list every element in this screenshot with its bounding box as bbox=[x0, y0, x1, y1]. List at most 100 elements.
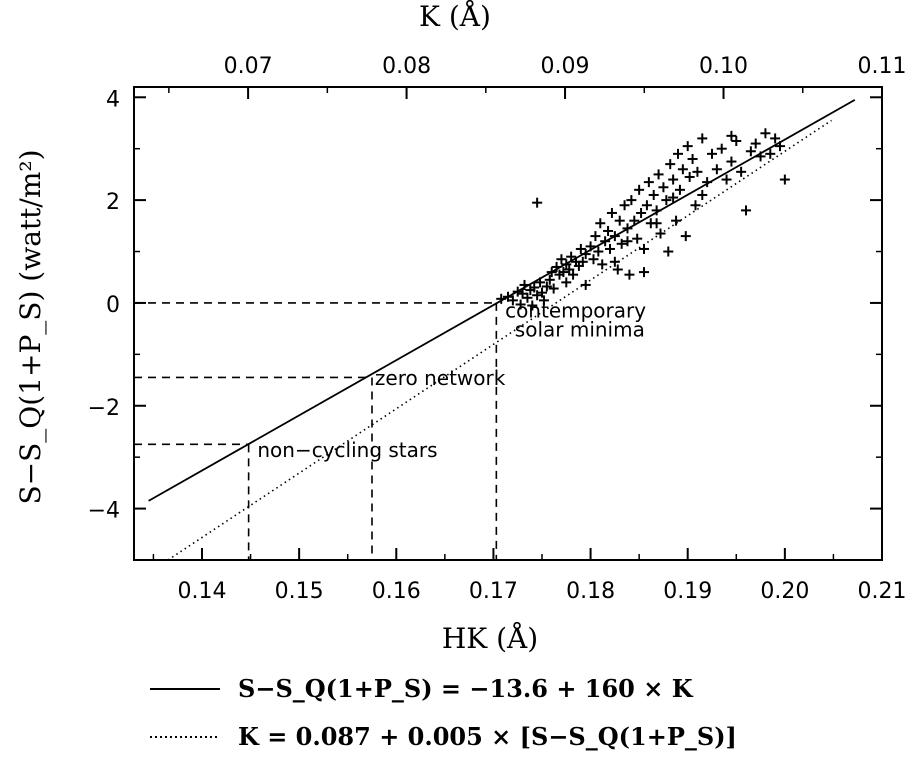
data-point bbox=[632, 233, 643, 244]
data-point bbox=[515, 299, 526, 310]
data-point bbox=[661, 195, 672, 206]
data-point bbox=[561, 259, 572, 270]
x-tick-label: 0.18 bbox=[566, 579, 615, 604]
data-point bbox=[546, 267, 557, 278]
data-point bbox=[745, 146, 756, 157]
data-point bbox=[658, 182, 669, 193]
x2-tick-label: 0.07 bbox=[224, 54, 273, 79]
data-point bbox=[616, 238, 627, 249]
data-point bbox=[755, 151, 766, 162]
data-point bbox=[585, 241, 596, 252]
plot-frame bbox=[133, 86, 883, 561]
data-point bbox=[655, 228, 666, 239]
data-point bbox=[535, 277, 546, 288]
data-point bbox=[673, 148, 683, 159]
x-tick-label: 0.15 bbox=[275, 579, 324, 604]
data-point bbox=[651, 205, 662, 216]
data-point bbox=[538, 295, 549, 306]
data-point bbox=[590, 231, 601, 242]
legend: S−S_Q(1+P_S) = −13.6 + 160 × K K = 0.087… bbox=[150, 674, 737, 751]
data-point bbox=[663, 246, 674, 257]
x-tick-label: 0.21 bbox=[858, 579, 907, 604]
data-point bbox=[496, 293, 507, 304]
data-point bbox=[690, 200, 701, 211]
data-point bbox=[770, 133, 781, 144]
data-point bbox=[593, 246, 604, 257]
y-axis-title: S−S_Q(1+P_S) (watt/m²) bbox=[14, 149, 47, 504]
data-point bbox=[512, 286, 523, 297]
data-point bbox=[775, 141, 785, 152]
data-point bbox=[575, 243, 586, 254]
data-point bbox=[603, 225, 614, 236]
plot-border bbox=[133, 86, 883, 561]
data-point bbox=[697, 133, 708, 144]
legend-item-solid: S−S_Q(1+P_S) = −13.6 + 160 × K bbox=[238, 674, 694, 703]
data-point bbox=[702, 177, 713, 188]
y-tick-label: 0 bbox=[106, 293, 120, 318]
data-point bbox=[619, 200, 630, 211]
data-point bbox=[677, 164, 688, 175]
data-point bbox=[731, 135, 742, 146]
axis-ticks bbox=[134, 87, 882, 561]
data-point bbox=[641, 200, 652, 211]
data-point bbox=[568, 269, 579, 280]
data-point bbox=[629, 215, 640, 226]
tick-labels: 0.14 0.15 0.16 0.17 0.18 0.19 0.20 0.21 0.07 0.08… bbox=[88, 54, 907, 604]
data-point bbox=[597, 259, 608, 270]
data-point bbox=[750, 138, 761, 149]
annotation-label: contemporary bbox=[505, 298, 646, 322]
x2-tick-label: 0.08 bbox=[382, 54, 431, 79]
data-point bbox=[558, 267, 569, 278]
data-point bbox=[653, 169, 664, 180]
data-point bbox=[736, 166, 747, 177]
fit-lines bbox=[148, 99, 856, 561]
data-point bbox=[634, 184, 645, 195]
data-point bbox=[622, 236, 633, 247]
data-point bbox=[639, 267, 649, 278]
data-point bbox=[537, 287, 547, 298]
data-point bbox=[779, 174, 790, 185]
legend-item-dotted: K = 0.087 + 0.005 × [S−S_Q(1+P_S)] bbox=[238, 722, 737, 751]
data-point bbox=[707, 148, 717, 159]
data-point bbox=[588, 254, 599, 265]
dotted-fit-line bbox=[167, 119, 832, 561]
x-axis-title: HK (Å) bbox=[442, 622, 538, 655]
data-point bbox=[711, 164, 722, 175]
data-point bbox=[544, 274, 555, 285]
data-point bbox=[580, 249, 591, 260]
data-point bbox=[651, 218, 662, 229]
data-point bbox=[726, 130, 737, 141]
data-point bbox=[726, 156, 737, 167]
data-point bbox=[643, 177, 654, 188]
data-point bbox=[541, 281, 552, 292]
x-tick-label: 0.20 bbox=[760, 579, 809, 604]
data-point bbox=[626, 195, 637, 206]
data-point bbox=[721, 174, 732, 185]
data-point bbox=[527, 300, 538, 311]
data-point bbox=[716, 143, 727, 154]
x-tick-label: 0.16 bbox=[372, 579, 421, 604]
data-point bbox=[566, 251, 577, 262]
data-point bbox=[600, 236, 611, 247]
data-point bbox=[636, 207, 647, 218]
data-point bbox=[609, 256, 620, 267]
data-point bbox=[760, 128, 771, 139]
annotation-label: solar minima bbox=[515, 317, 645, 341]
data-points bbox=[496, 128, 790, 311]
data-point bbox=[522, 292, 533, 303]
data-point bbox=[668, 192, 679, 203]
top-axis-title: K (Å) bbox=[419, 0, 491, 33]
data-point bbox=[648, 189, 659, 200]
data-point bbox=[765, 148, 776, 159]
data-point bbox=[680, 231, 691, 242]
data-point bbox=[556, 254, 567, 265]
reference-lines bbox=[134, 302, 498, 560]
x2-tick-label: 0.10 bbox=[699, 54, 748, 79]
x2-tick-label: 0.11 bbox=[858, 54, 907, 79]
data-point bbox=[687, 153, 698, 164]
annotation-label: non−cycling stars bbox=[257, 438, 437, 462]
data-point bbox=[665, 159, 676, 170]
data-point bbox=[741, 205, 751, 216]
